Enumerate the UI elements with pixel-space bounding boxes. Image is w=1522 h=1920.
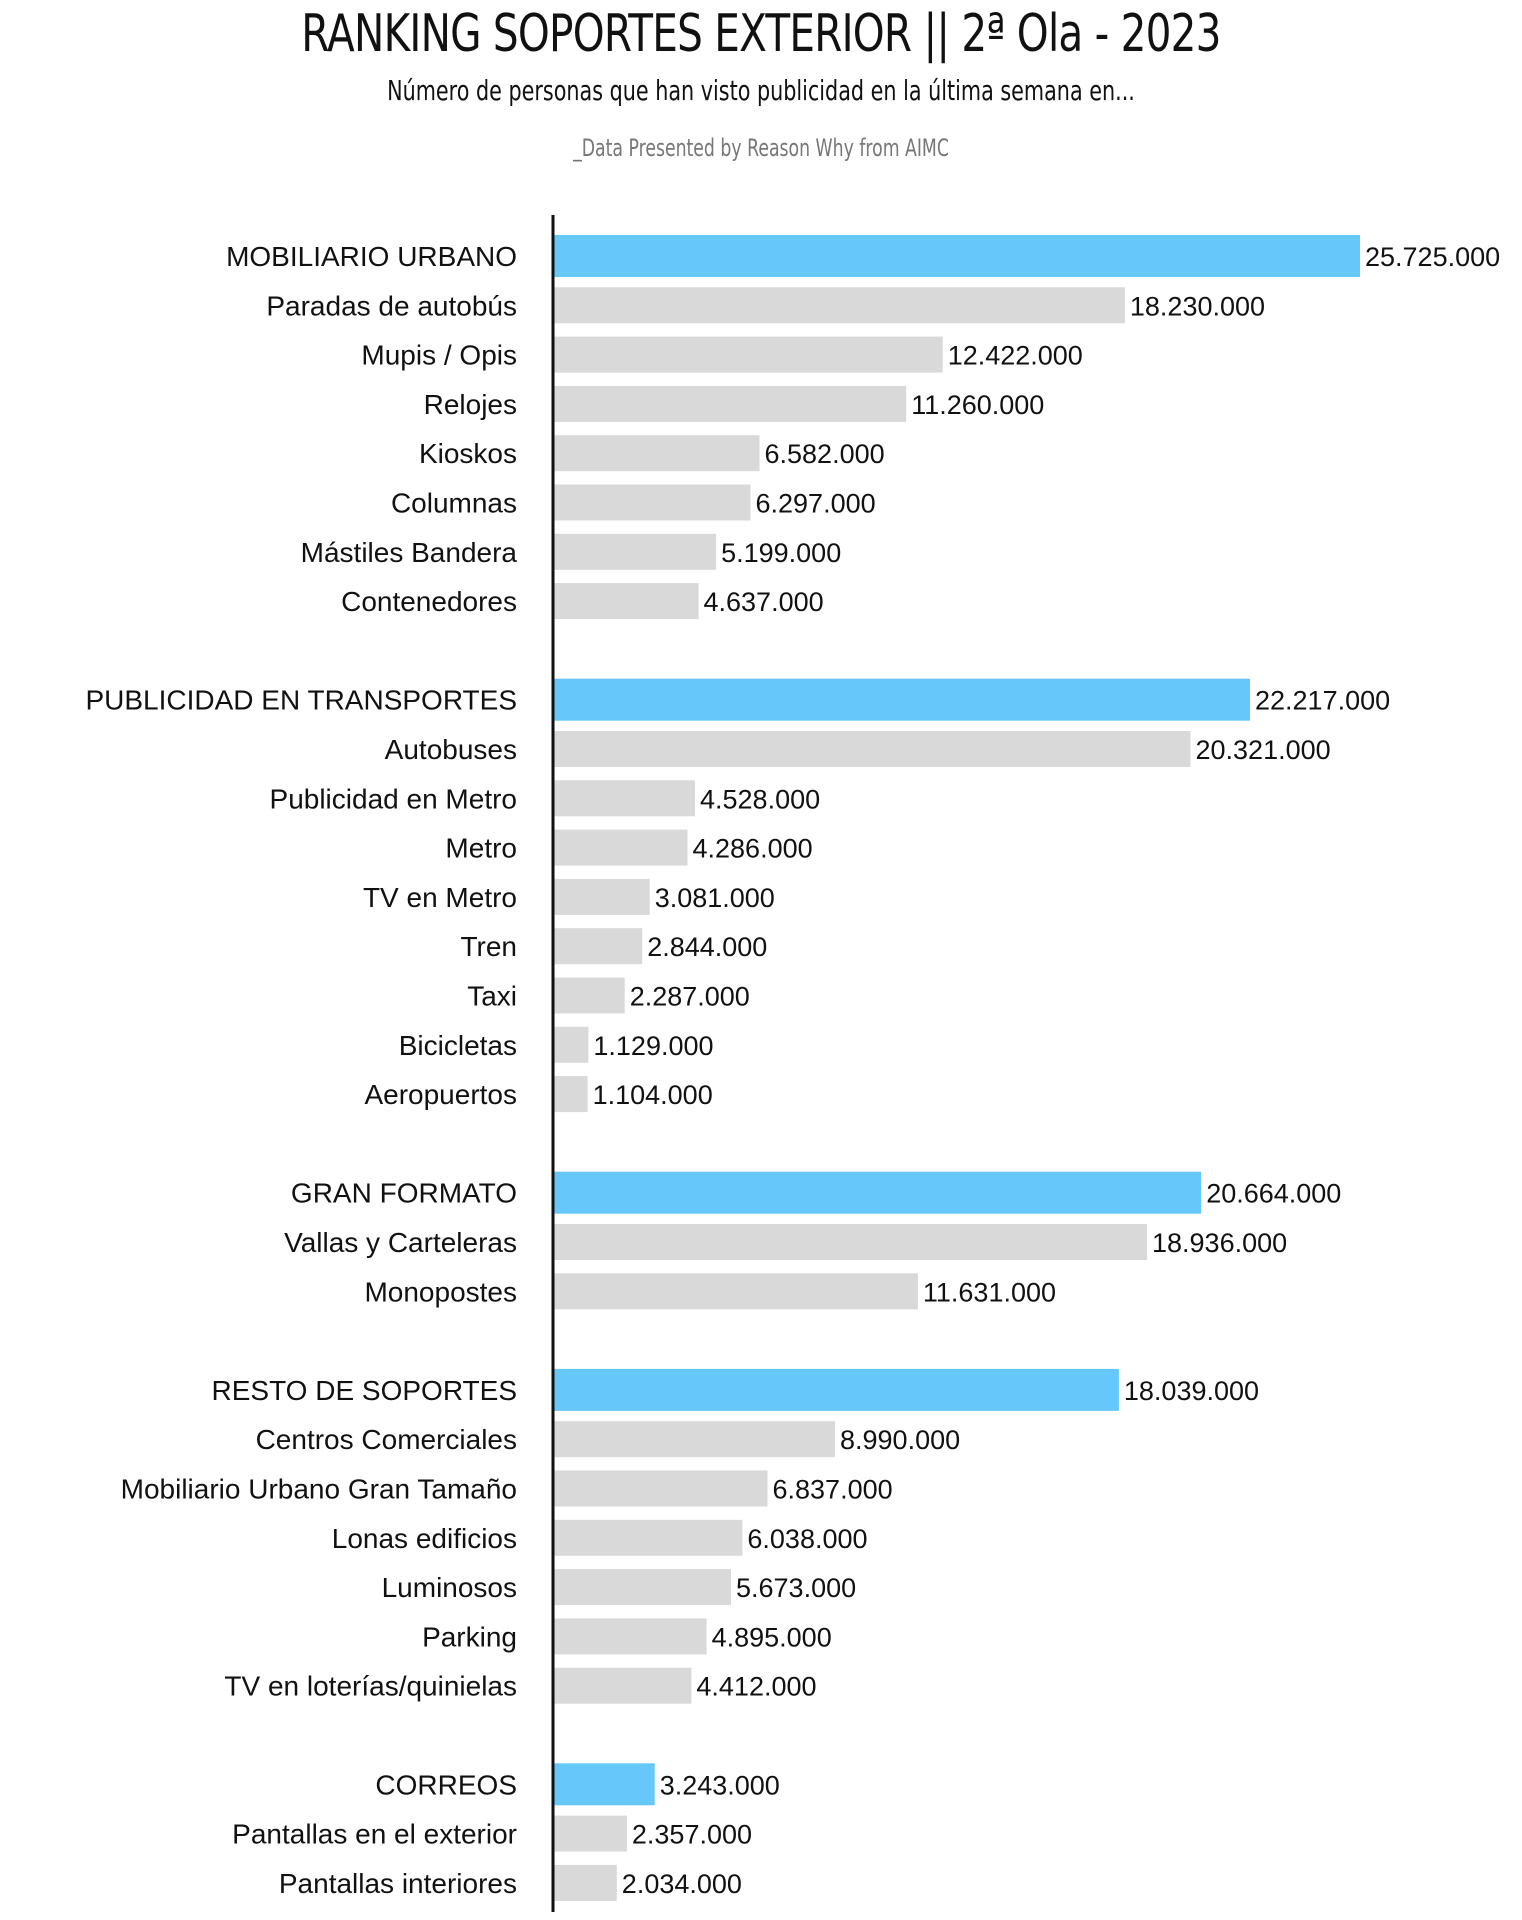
category-label: Tren (460, 931, 517, 962)
item-bar (553, 1569, 731, 1606)
item-bar (553, 1273, 918, 1310)
value-label: 8.990.000 (840, 1425, 960, 1455)
value-label: 4.412.000 (696, 1672, 816, 1702)
value-label: 6.582.000 (765, 439, 885, 469)
category-label: TV en Metro (363, 882, 517, 913)
value-label: 2.357.000 (632, 1820, 752, 1850)
value-label: 6.038.000 (747, 1524, 867, 1554)
value-label: 2.287.000 (630, 982, 750, 1012)
value-label: 11.631.000 (923, 1277, 1056, 1307)
category-label: Pantallas interiores (279, 1868, 517, 1899)
value-label: 1.104.000 (593, 1080, 713, 1110)
item-bar (553, 336, 943, 373)
item-bar (553, 1421, 835, 1458)
value-label: 4.895.000 (712, 1622, 832, 1652)
category-label: TV en loterías/quinielas (224, 1671, 517, 1702)
category-label: Pantallas en el exterior (232, 1819, 517, 1850)
category-label: Autobuses (385, 734, 517, 765)
category-label: MOBILIARIO URBANO (226, 241, 517, 272)
value-label: 3.243.000 (660, 1770, 780, 1800)
category-label: Bicicletas (399, 1030, 517, 1061)
value-label: 18.039.000 (1124, 1376, 1259, 1406)
item-bar (553, 583, 699, 620)
item-bar (553, 1618, 707, 1655)
chart-title: RANKING SOPORTES EXTERIOR || 2ª Ola - 20… (301, 4, 1221, 64)
category-label: Vallas y Carteleras (284, 1227, 517, 1258)
category-label: GRAN FORMATO (291, 1178, 517, 1209)
category-label: Mástiles Bandera (301, 537, 518, 568)
category-label: Relojes (424, 389, 517, 420)
value-label: 4.528.000 (700, 784, 820, 814)
item-bar (553, 1667, 692, 1704)
category-label: Metro (445, 833, 517, 864)
category-label: Kioskos (419, 438, 517, 469)
item-bar (553, 287, 1125, 324)
category-label: Monopostes (364, 1276, 517, 1307)
value-label: 18.936.000 (1152, 1228, 1287, 1258)
item-bar (553, 1470, 768, 1507)
value-label: 18.230.000 (1130, 291, 1265, 321)
value-label: 4.637.000 (704, 587, 824, 617)
value-label: 11.260.000 (911, 390, 1044, 420)
value-label: 3.081.000 (655, 883, 775, 913)
item-bar (553, 977, 625, 1014)
data-source-note: _Data Presented by Reason Why from AIMC (573, 134, 949, 162)
group-bar (553, 1763, 655, 1806)
category-label: Mobiliario Urbano Gran Tamaño (121, 1474, 517, 1505)
item-bar (553, 1815, 627, 1852)
chart-subtitle: Número de personas que han visto publici… (387, 74, 1135, 107)
item-bar (553, 1076, 588, 1113)
category-label: Aeropuertos (364, 1079, 517, 1110)
group-bar (553, 1368, 1119, 1411)
item-bar (553, 878, 650, 915)
value-label: 1.129.000 (593, 1031, 713, 1061)
value-label: 20.664.000 (1206, 1179, 1341, 1209)
item-bar (553, 928, 643, 965)
value-label: 12.422.000 (948, 341, 1083, 371)
value-label: 5.199.000 (721, 538, 841, 568)
category-label: Centros Comerciales (256, 1424, 517, 1455)
item-bar (553, 385, 907, 422)
item-bar (553, 435, 760, 472)
value-label: 2.034.000 (622, 1869, 742, 1899)
item-bar (553, 1026, 589, 1063)
item-bar (553, 731, 1191, 767)
item-bar (553, 484, 751, 521)
category-label: Parking (422, 1621, 517, 1652)
value-label: 6.837.000 (773, 1475, 893, 1505)
value-label: 20.321.000 (1196, 735, 1331, 765)
item-bar (553, 533, 717, 570)
category-label: Publicidad en Metro (270, 783, 517, 814)
item-bar (553, 780, 695, 817)
category-label: Taxi (467, 981, 517, 1012)
category-label: Luminosos (382, 1572, 517, 1603)
group-bar (553, 1171, 1202, 1214)
category-label: Lonas edificios (332, 1523, 517, 1554)
category-label: PUBLICIDAD EN TRANSPORTES (85, 685, 517, 716)
value-label: 2.844.000 (647, 932, 767, 962)
category-label: Paradas de autobús (266, 290, 517, 321)
category-label: CORREOS (375, 1769, 517, 1800)
value-label: 6.297.000 (756, 489, 876, 519)
category-label: Mupis / Opis (361, 340, 517, 371)
item-bar (553, 1864, 617, 1901)
item-bar (553, 1519, 743, 1556)
item-bar (553, 1224, 1147, 1260)
group-bar (553, 678, 1250, 721)
category-label: RESTO DE SOPORTES (212, 1375, 517, 1406)
category-label: Columnas (391, 488, 517, 519)
category-label: Contenedores (341, 586, 517, 617)
group-bar (553, 235, 1360, 277)
value-label: 5.673.000 (736, 1573, 856, 1603)
item-bar (553, 829, 688, 866)
value-label: 25.725.000 (1365, 242, 1500, 272)
value-label: 22.217.000 (1255, 686, 1390, 716)
value-label: 4.286.000 (693, 834, 813, 864)
